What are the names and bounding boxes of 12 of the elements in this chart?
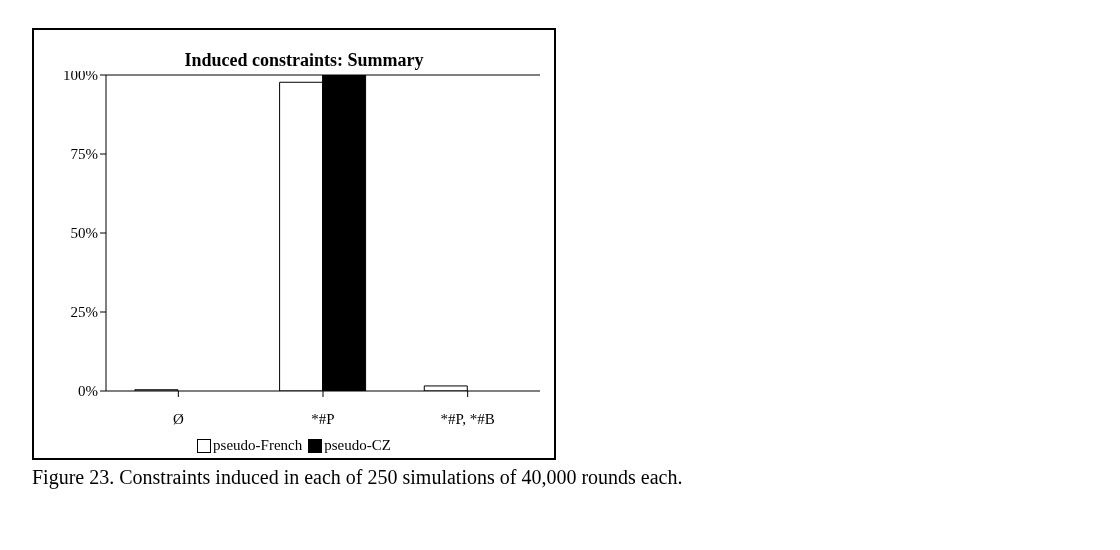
legend-label: pseudo-CZ xyxy=(323,437,391,454)
x-tick-label: *#P, *#B xyxy=(440,410,495,427)
caption: Figure 23. Constraints induced in each of 250 simulations of 40,000 rounds each. xyxy=(32,466,684,489)
x-tick-label: *#P xyxy=(311,410,335,427)
y-tick-label: 75% xyxy=(70,146,98,163)
y-tick-label: 25% xyxy=(70,304,98,321)
legend-label: pseudo-French xyxy=(212,437,303,454)
y-tick-label: 50% xyxy=(70,225,98,242)
chart-title: Induced constraints: Summary xyxy=(184,50,424,70)
y-tick-label: 100% xyxy=(63,67,98,84)
x-tick-label: Ø xyxy=(172,410,184,427)
y-tick-label: 0% xyxy=(78,383,98,400)
